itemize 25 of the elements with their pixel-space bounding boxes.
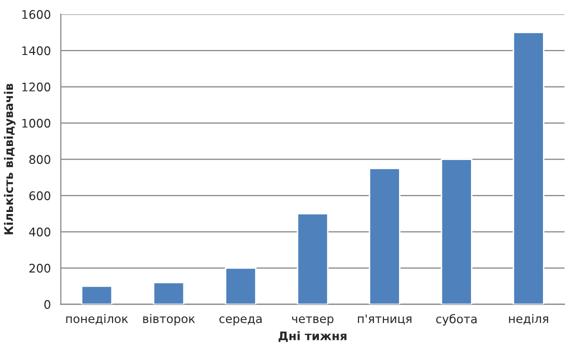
x-tick-label: неділя (509, 314, 548, 325)
x-axis-title: Дні тижня (278, 331, 346, 342)
x-tick-label: середа (219, 316, 262, 326)
y-tick-label: 0 (44, 300, 50, 309)
bar (296, 212, 328, 304)
y-tick-label: 200 (29, 264, 50, 273)
y-tick-label: 600 (29, 191, 50, 200)
bar (512, 32, 544, 304)
x-tick-label: четвер (292, 316, 334, 326)
bar (368, 168, 400, 304)
y-axis-title: Кількість відвідувачів (4, 84, 16, 234)
x-tick-label: п'ятниця (358, 314, 412, 325)
x-tick-label: понеділок (66, 314, 128, 325)
x-tick-label: субота (436, 314, 477, 326)
y-tick-label: 400 (29, 228, 50, 236)
y-tick-label: 1600 (22, 10, 50, 19)
y-tick-label: 1200 (22, 82, 50, 92)
y-tick-label: 1400 (22, 46, 50, 56)
bar (440, 158, 472, 304)
bar (152, 282, 185, 304)
y-tick-label: 800 (29, 155, 50, 164)
bar (80, 285, 113, 304)
x-tick-label: вівторок (143, 314, 195, 326)
y-tick-label: 1000 (22, 118, 50, 128)
bar (224, 267, 257, 304)
